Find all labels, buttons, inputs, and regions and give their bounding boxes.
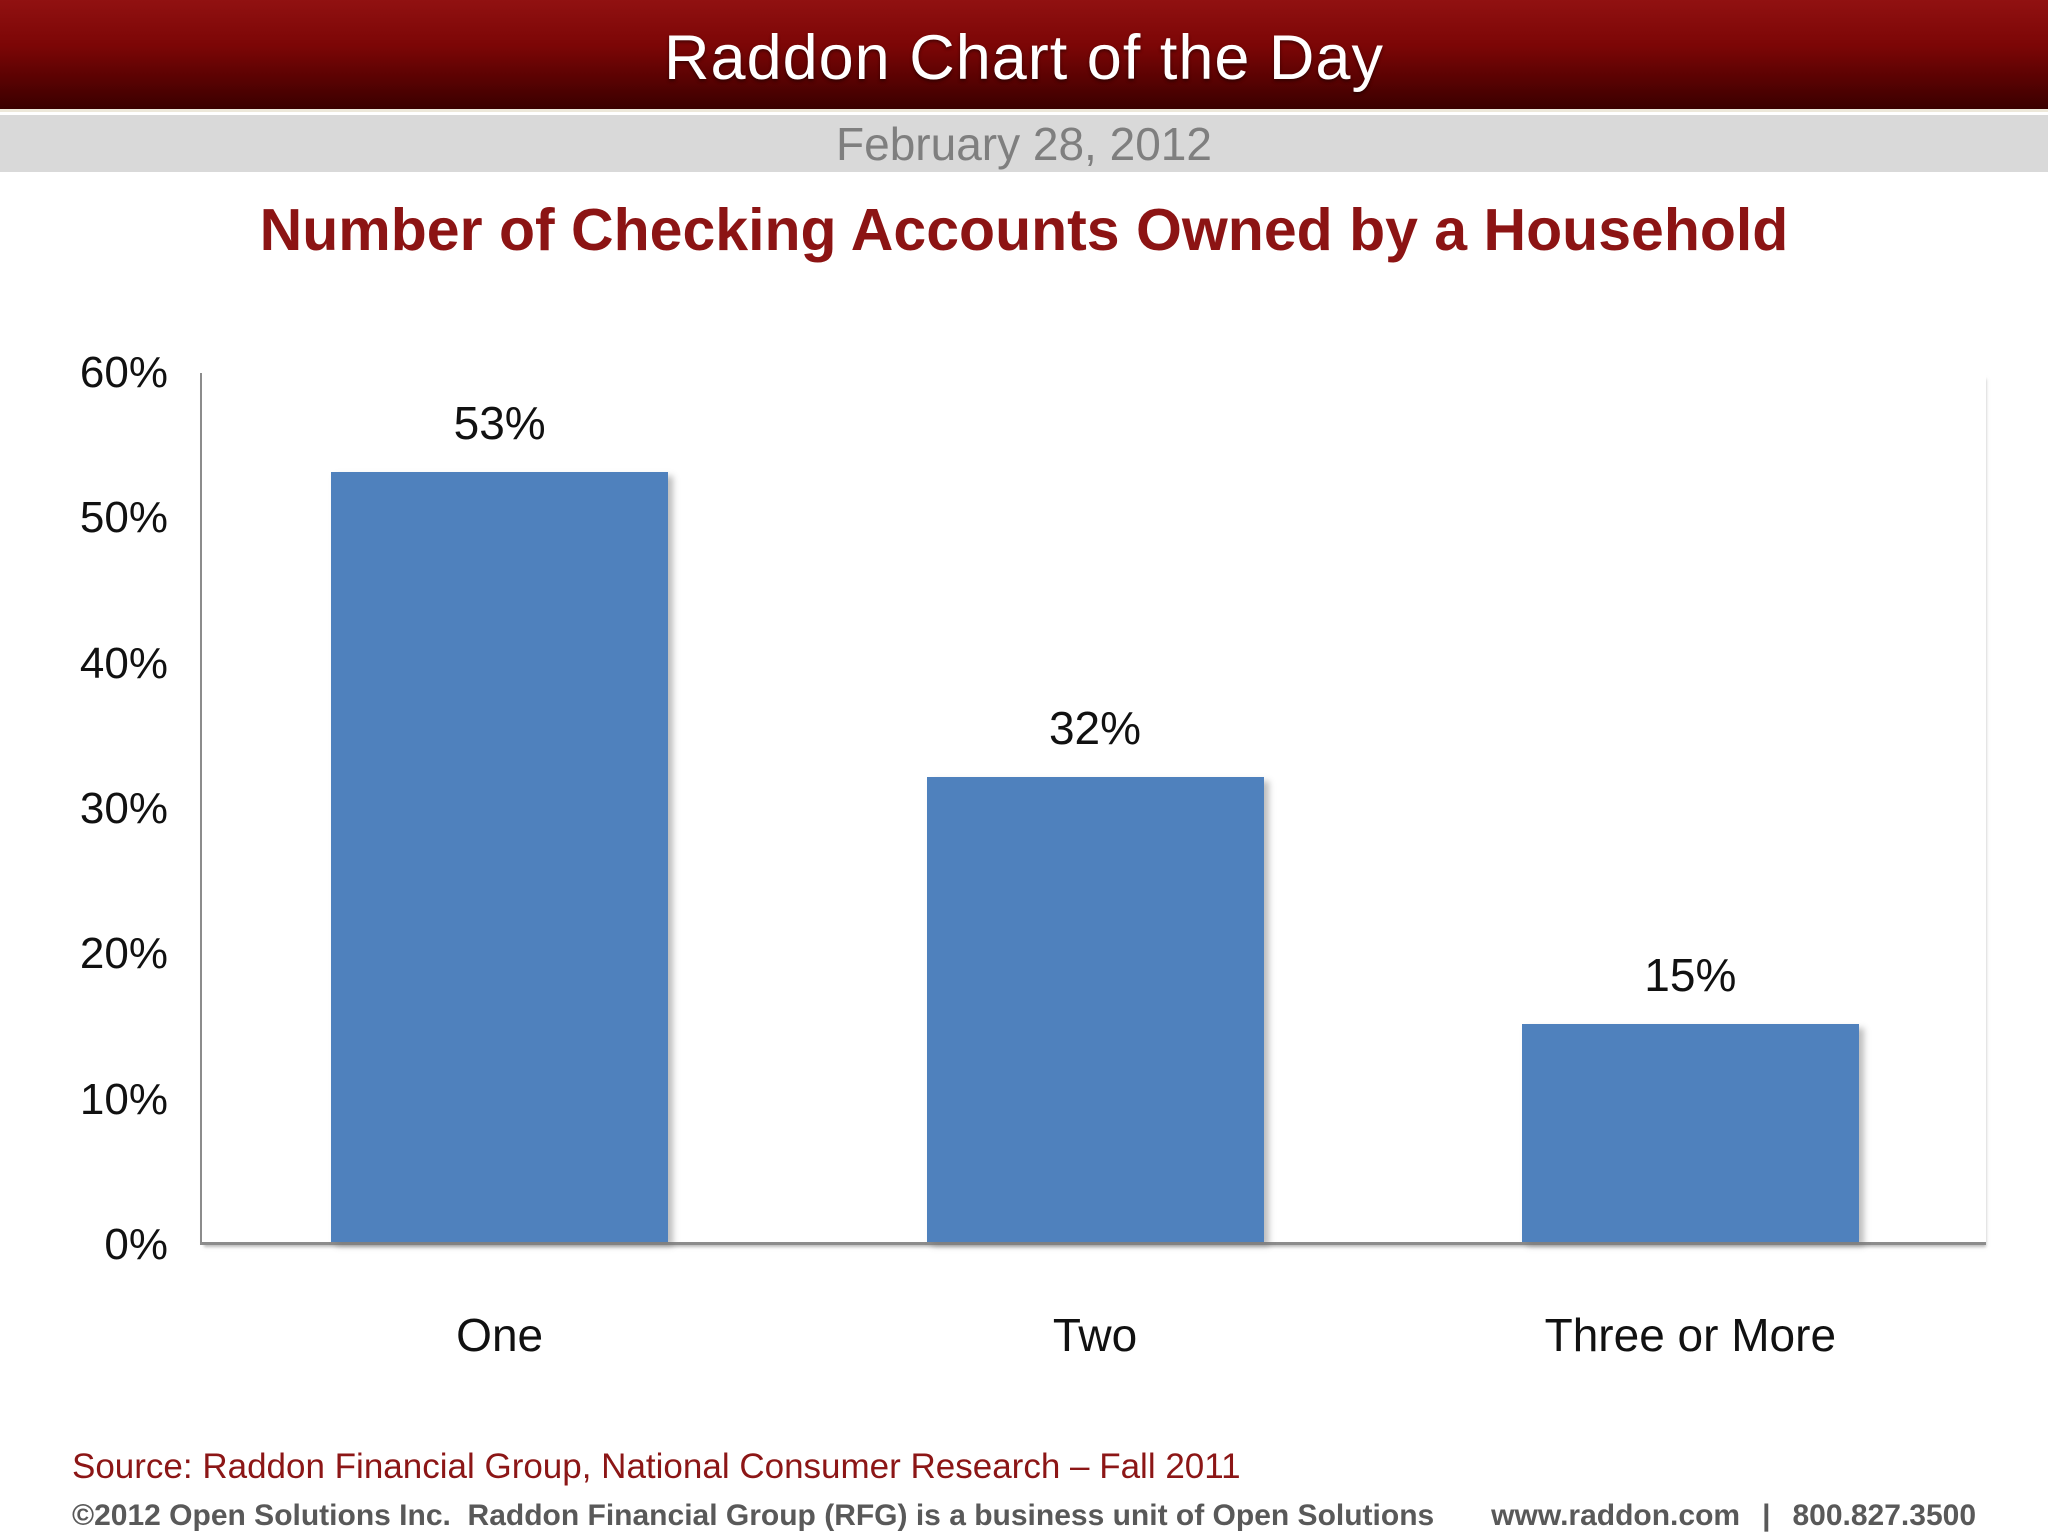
chart-plot: 60% 50% 40% 30% 20% 10% 0% 53% One 32% Two 15% Three… [80, 348, 1986, 1361]
bar-three-or-more [1522, 1024, 1859, 1242]
copyright-text: ©2012 Open Solutions Inc. Raddon Financi… [72, 1499, 1435, 1532]
contact-group: www.raddon.com | 800.827.3500 [1491, 1499, 1976, 1533]
date-text: February 28, 2012 [836, 117, 1212, 170]
y-axis-tick: 60% [79, 348, 168, 397]
x-axis-category-label: Two [1052, 1309, 1138, 1361]
divider-bar: | [1762, 1499, 1771, 1532]
source-line: Source: Raddon Financial Group, National… [72, 1447, 1241, 1486]
bar-value-label: 15% [1644, 949, 1737, 1001]
phone-text: 800.827.3500 [1792, 1499, 1976, 1532]
y-axis-tick: 50% [79, 493, 168, 543]
bar-one [331, 472, 668, 1242]
bar-value-label: 32% [1048, 702, 1142, 754]
y-axis-tick: 20% [79, 929, 168, 979]
x-axis-category-label: One [456, 1309, 544, 1361]
x-axis-category-label: Three or More [1544, 1309, 1837, 1361]
bar-value-label: 53% [453, 397, 546, 449]
date-strip: February 28, 2012 [0, 115, 2048, 172]
header-banner: Raddon Chart of the Day [0, 0, 2048, 112]
footer-row: ©2012 Open Solutions Inc. Raddon Financi… [72, 1499, 1976, 1533]
y-axis-tick: 0% [104, 1220, 168, 1269]
y-axis-tick: 30% [79, 784, 168, 833]
y-axis-tick: 40% [79, 638, 168, 688]
page-title: Raddon Chart of the Day [664, 22, 1384, 93]
website-text: www.raddon.com [1491, 1499, 1741, 1532]
bar-two [927, 777, 1264, 1242]
chart-title: Number of Checking Accounts Owned by a H… [259, 197, 1789, 263]
y-axis-tick: 10% [79, 1074, 168, 1124]
